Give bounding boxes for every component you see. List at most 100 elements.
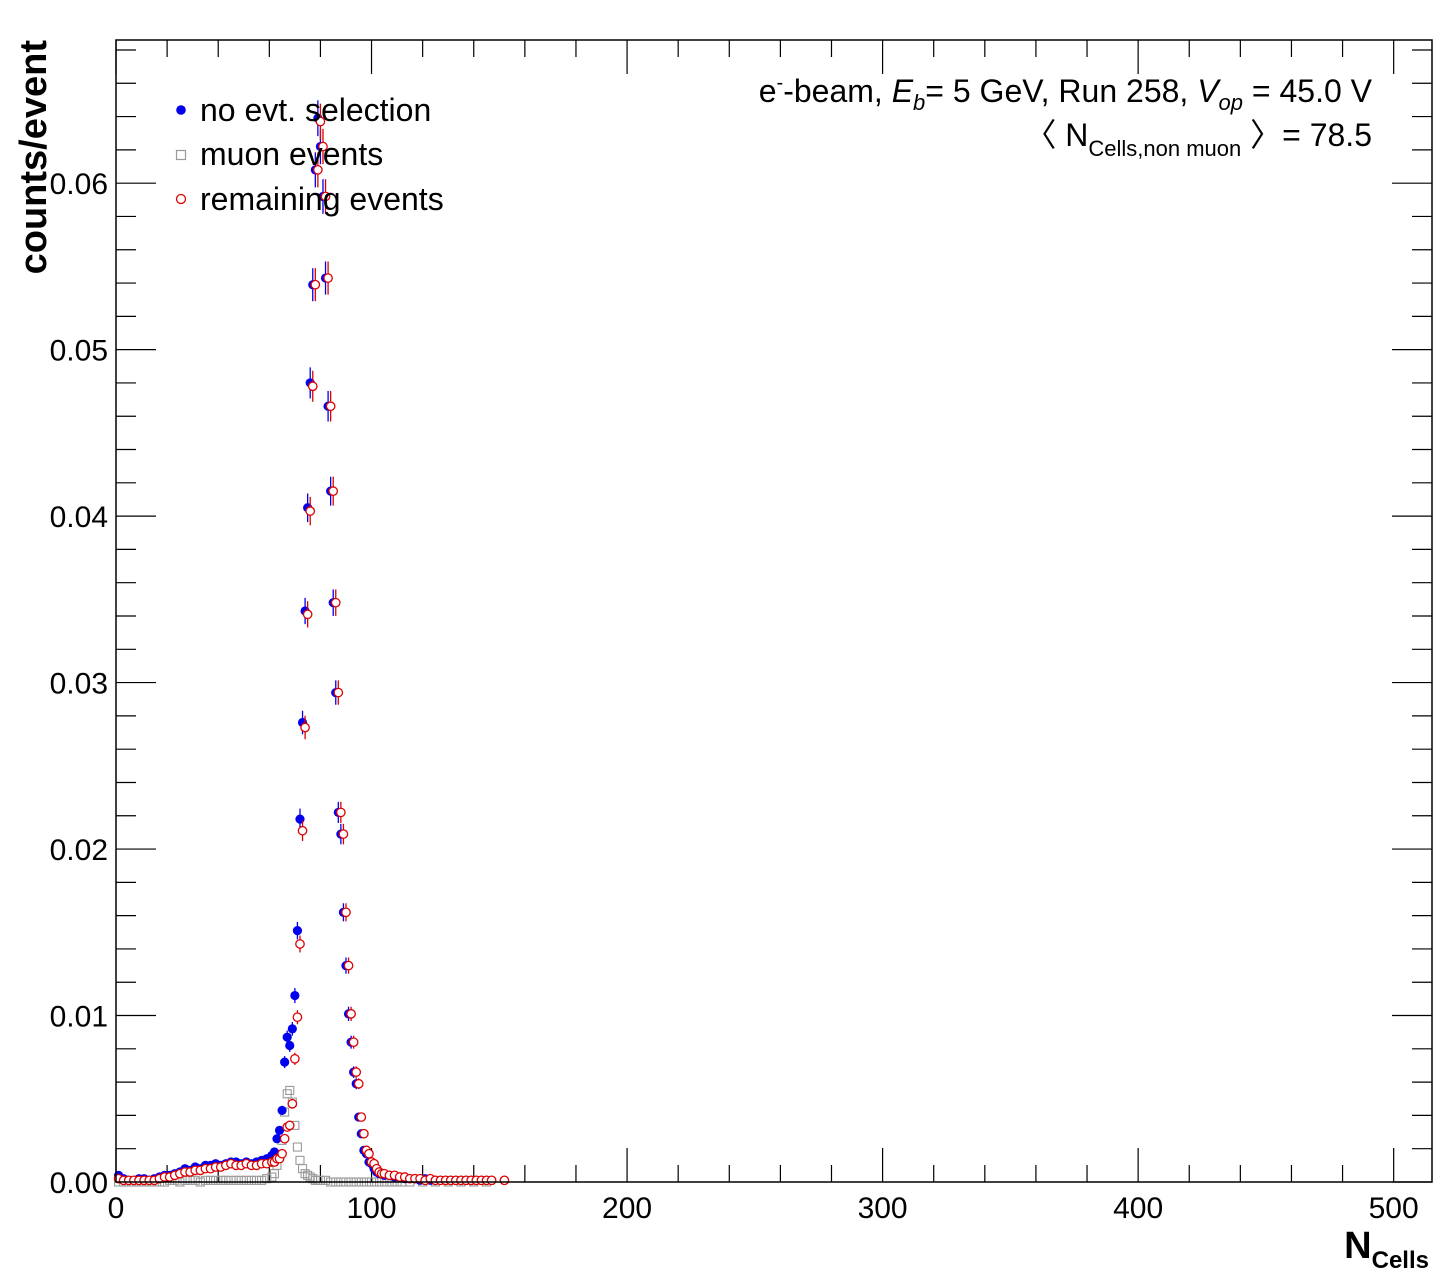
- x-tick-label: 400: [1113, 1192, 1163, 1225]
- data-point: [211, 1175, 221, 1185]
- data-point: [279, 1133, 290, 1144]
- data-point: [295, 814, 305, 824]
- legend-label: no evt. selection: [200, 92, 431, 128]
- data-point: [216, 1175, 226, 1185]
- data-point: [356, 1112, 367, 1122]
- legend-label: muon events: [200, 136, 383, 172]
- data-point: [305, 506, 316, 516]
- y-tick-label: 0.04: [50, 501, 108, 534]
- data-point: [280, 1057, 290, 1067]
- y-tick-labels: 0.00 0.01 0.02 0.03 0.04 0.05 0.06: [50, 168, 108, 1200]
- y-tick-label: 0.05: [50, 335, 108, 368]
- data-point: [359, 1128, 369, 1139]
- data-point: [200, 1175, 210, 1185]
- y-tick-label: 0.06: [50, 168, 108, 201]
- data-point: [292, 1142, 302, 1152]
- annotation-beam-info: e--beam, Eb= 5 GeV, Run 258, Vop = 45.0 …: [759, 72, 1373, 115]
- data-point: [302, 609, 313, 620]
- data-point: [300, 722, 310, 733]
- data-point: [284, 1120, 295, 1131]
- data-point: [205, 1175, 216, 1185]
- data-point: [310, 279, 321, 290]
- x-tick-labels: 0 100 200 300 400 500: [108, 1192, 1419, 1225]
- data-point: [274, 1125, 285, 1135]
- data-point: [277, 1105, 287, 1116]
- legend: no evt. selection muon events remaining …: [175, 92, 444, 217]
- data-point: [313, 164, 323, 175]
- data-point: [351, 1067, 362, 1077]
- data-point: [282, 1032, 292, 1042]
- data-layer: [113, 100, 510, 1187]
- y-tick-label: 0.02: [50, 834, 108, 867]
- anno-part: 〉= 78.5: [1241, 117, 1372, 153]
- x-tick-label: 200: [602, 1192, 652, 1225]
- data-point: [285, 1040, 295, 1051]
- data-point: [251, 1175, 262, 1185]
- x-axis-title-sub: Cells: [1372, 1247, 1429, 1272]
- data-point: [486, 1175, 497, 1186]
- data-point: [272, 1134, 282, 1144]
- data-point: [341, 907, 351, 918]
- data-point: [315, 116, 326, 127]
- data-point: [292, 926, 303, 936]
- anno-superscript: -: [777, 72, 784, 94]
- legend-marker-filled-circle: [176, 105, 186, 115]
- data-point: [303, 1170, 313, 1180]
- legend-label: remaining events: [200, 181, 444, 217]
- legend-marker-open-square: [175, 149, 187, 161]
- data-point: [241, 1175, 251, 1185]
- data-point: [343, 960, 354, 971]
- data-point: [290, 990, 300, 1001]
- data-point: [297, 1164, 308, 1174]
- anno-subscript: op: [1219, 90, 1243, 115]
- data-point: [364, 1148, 374, 1159]
- anno-part: = 45.0 V: [1243, 73, 1373, 109]
- data-point: [325, 401, 336, 412]
- data-point: [287, 1024, 297, 1034]
- y-axis-title: counts/event: [13, 40, 55, 275]
- anno-part: 〈 N: [1024, 117, 1088, 153]
- x-tick-label: 500: [1369, 1192, 1419, 1225]
- data-point: [226, 1175, 236, 1185]
- data-point: [318, 141, 328, 152]
- anno-part: V: [1197, 73, 1221, 109]
- anno-subscript: Cells,non muon: [1088, 136, 1241, 161]
- y-tick-label: 0.00: [50, 1167, 108, 1200]
- data-point: [336, 807, 346, 818]
- data-point: [292, 1012, 303, 1023]
- data-point: [190, 1175, 200, 1185]
- data-point: [267, 1172, 277, 1182]
- legend-marker-open-circle: [175, 193, 187, 205]
- data-point: [499, 1175, 510, 1186]
- data-point: [246, 1175, 256, 1185]
- data-point: [328, 486, 339, 496]
- x-tick-label: 100: [347, 1192, 397, 1225]
- anno-part: e: [759, 73, 777, 109]
- data-point: [295, 939, 305, 949]
- anno-part: = 5 GeV, Run 258,: [925, 73, 1197, 109]
- data-point: [353, 1078, 364, 1089]
- data-point: [282, 1089, 292, 1099]
- x-tick-label: 300: [858, 1192, 908, 1225]
- data-point: [287, 1098, 298, 1109]
- legend-entry: no evt. selection: [176, 92, 431, 128]
- data-point: [231, 1175, 241, 1185]
- data-point: [307, 381, 318, 392]
- data-point: [346, 1009, 356, 1019]
- data-point: [285, 1085, 295, 1095]
- data-point: [338, 829, 349, 839]
- data-point: [333, 687, 344, 698]
- data-point: [330, 597, 341, 608]
- series-remaining-events: [113, 103, 510, 1186]
- anno-subscript: b: [913, 90, 925, 115]
- data-point: [323, 273, 333, 283]
- data-point: [290, 1053, 300, 1064]
- x-axis-title-main: N: [1344, 1225, 1371, 1267]
- y-tick-label: 0.01: [50, 1001, 108, 1034]
- anno-part: -beam,: [783, 73, 891, 109]
- data-point: [315, 1175, 325, 1185]
- data-point: [257, 1175, 267, 1185]
- annotation-mean-ncells: 〈 NCells,non muon 〉= 78.5: [1024, 117, 1372, 161]
